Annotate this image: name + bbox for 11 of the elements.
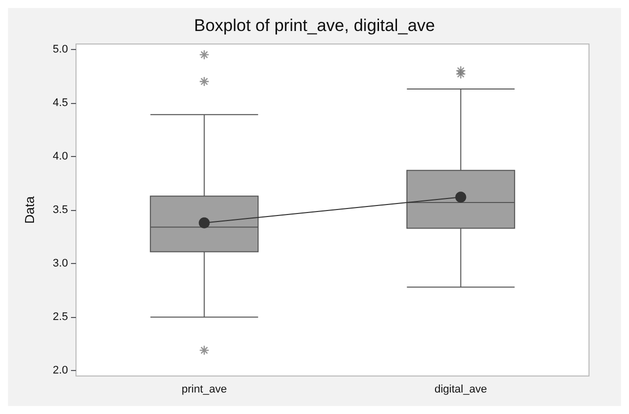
y-tick-label: 3.5 (52, 204, 68, 216)
y-tick-label: 5.0 (52, 43, 68, 56)
y-axis-title: Data (22, 196, 37, 224)
x-tick-label: digital_ave (434, 384, 488, 396)
y-tick-label: 4.5 (52, 96, 68, 109)
y-tick-label: 4.0 (52, 150, 68, 162)
y-tick-label: 3.0 (52, 258, 68, 270)
x-tick-label: print_ave (182, 384, 227, 396)
y-tick-label: 2.0 (52, 364, 68, 377)
y-tick-label: 2.5 (52, 311, 68, 324)
chart-title: Boxplot of print_ave, digital_ave (194, 16, 435, 35)
